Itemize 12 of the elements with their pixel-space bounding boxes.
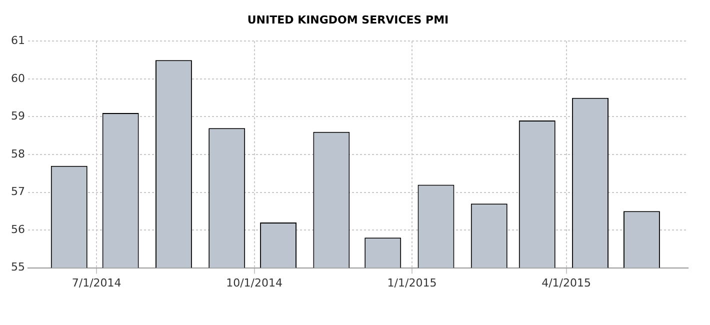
y-tick-label: 58 [10,147,25,160]
x-tick-label: 1/1/2015 [387,276,437,290]
y-tick-label: 59 [10,110,25,123]
x-tick-label: 4/1/2015 [542,276,591,290]
chart-title: UNITED KINGDOM SERVICES PMI [247,13,449,26]
y-tick-label: 57 [10,185,25,198]
y-tick-label: 56 [10,222,25,236]
y-tick-label: 61 [10,34,25,48]
x-tick-label: 7/1/2014 [72,276,122,290]
y-tick-label: 55 [10,260,25,274]
y-tick-label: 60 [10,72,25,85]
x-tick-label: 10/1/2014 [226,276,282,290]
